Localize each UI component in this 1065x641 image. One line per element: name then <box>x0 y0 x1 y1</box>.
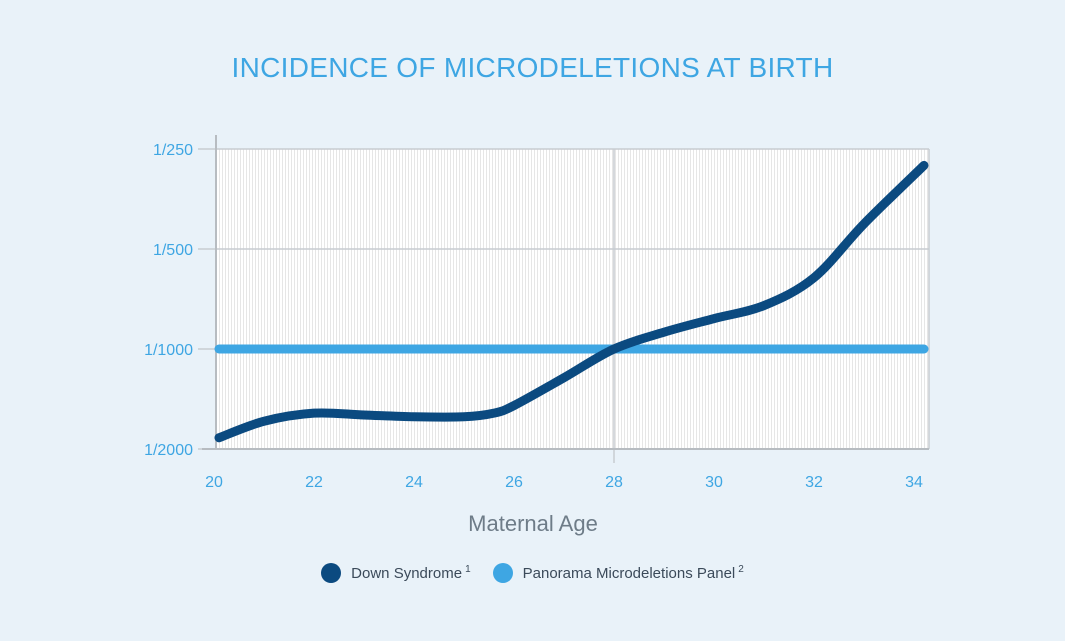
x-tick-label: 34 <box>905 474 923 491</box>
legend-item-panorama: Panorama Microdeletions Panel 2 <box>492 563 744 583</box>
legend-label-panorama: Panorama Microdeletions Panel 2 <box>522 564 744 582</box>
x-tick-label: 28 <box>605 474 623 491</box>
x-tick-label: 32 <box>805 474 823 491</box>
series-line-down-syndrome <box>214 160 929 443</box>
legend-superscript-panorama: 2 <box>738 564 744 575</box>
x-tick-label: 22 <box>305 474 323 491</box>
x-tick-label: 20 <box>205 474 223 491</box>
x-axis-label: Maternal Age <box>468 511 598 536</box>
legend-item-down-syndrome: Down Syndrome 1 <box>321 563 471 583</box>
y-tick-label: 1/500 <box>153 242 193 259</box>
legend-swatch-down-syndrome <box>321 563 342 583</box>
y-tick-label: 1/250 <box>153 142 193 159</box>
x-tick-labels: 20 22 24 26 28 30 32 34 <box>205 474 923 491</box>
y-tick-labels: 1/250 1/500 1/1000 1/2000 <box>144 142 193 459</box>
legend: Down Syndrome 1 Panorama Microdeletions P… <box>0 563 1065 583</box>
legend-swatch-panorama <box>492 563 513 583</box>
legend-superscript-down-syndrome: 1 <box>465 564 471 575</box>
axes <box>202 135 929 450</box>
legend-label-down-syndrome: Down Syndrome 1 <box>351 564 471 582</box>
x-tick-label: 24 <box>405 474 423 491</box>
y-tick-label: 1/2000 <box>144 442 193 459</box>
x-tick-label: 26 <box>505 474 523 491</box>
plot-background <box>216 149 929 449</box>
series-lines <box>214 160 929 443</box>
y-tick-label: 1/1000 <box>144 342 193 359</box>
x-tick-label: 30 <box>705 474 723 491</box>
chart-title: INCIDENCE OF MICRODELETIONS AT BIRTH <box>231 52 834 83</box>
